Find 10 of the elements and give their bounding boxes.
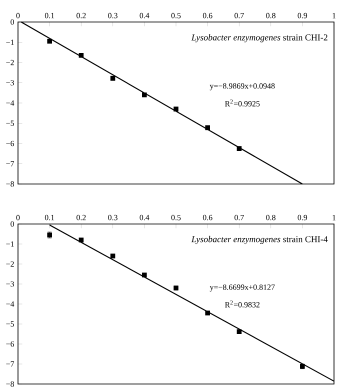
annotation: Lysobacter enzymogenes strain CHI-2 (191, 34, 328, 42)
point (205, 125, 210, 130)
point (110, 254, 116, 258)
point (236, 329, 242, 334)
point (236, 146, 242, 151)
point (47, 38, 52, 44)
point (110, 76, 116, 81)
point (78, 53, 84, 58)
annotation: Lysobacter enzymogenes strain CHI-4 (191, 236, 328, 244)
point (78, 238, 84, 242)
